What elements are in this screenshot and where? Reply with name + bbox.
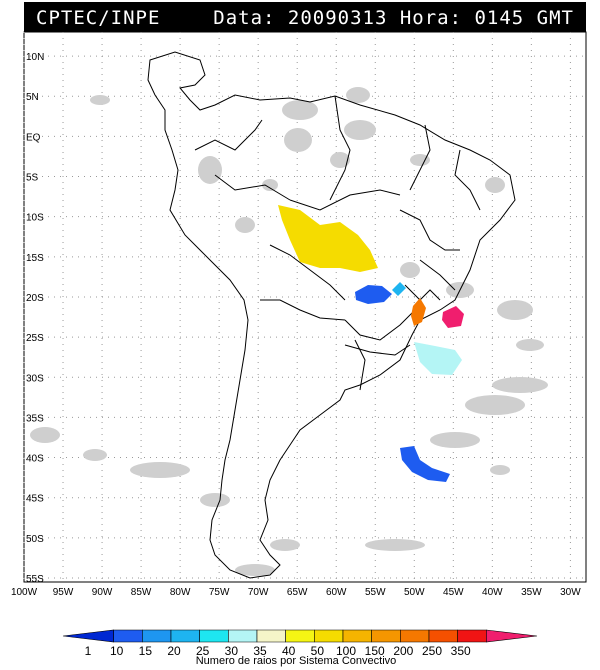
colorbar-swatch: [457, 629, 487, 643]
lon-label: 50W: [404, 587, 425, 598]
colorbar-title: Numero de raios por Sistema Convectivo: [196, 655, 397, 667]
colorbar-swatch: [113, 629, 143, 643]
colorbar-swatch: [371, 629, 401, 643]
colorbar-label: 50: [311, 644, 325, 658]
system-rio: [442, 306, 464, 328]
lat-label: 5N: [26, 92, 39, 103]
colorbar-label: 10: [110, 644, 124, 658]
colorbar-swatch: [228, 629, 258, 643]
colorbar-label: 40: [282, 644, 296, 658]
lat-label: 40S: [26, 454, 44, 465]
colorbar: 1 10 15 20 25 30 35 40 50 100 150 200 250 350: [62, 629, 538, 658]
longitude-labels: 100W 95W 90W 85W 80W 75W 70W 65W 60W 55W 50W 45W 40W…: [11, 587, 581, 598]
colorbar-label: 35: [253, 644, 267, 658]
header-date-time: Data: 20090313 Hora: 0145 GMT: [213, 7, 574, 29]
colorbar-label: 25: [196, 644, 210, 658]
colorbar-label: 1: [85, 644, 92, 658]
colorbar-swatch: [199, 629, 229, 643]
continent-outline: [147, 51, 516, 579]
colorbar-swatch: [428, 629, 458, 643]
cloud-patches: [30, 87, 548, 576]
lat-label: 5S: [26, 173, 39, 184]
latitude-labels: 10N 5N EQ 5S 10S 15S 20S 25S 30S 35S 40S 45S 50S 55S: [26, 52, 44, 585]
colorbar-label: 30: [225, 644, 239, 658]
system-sao-paulo: [411, 298, 426, 326]
lon-label: 30W: [560, 587, 581, 598]
colorbar-swatch: [142, 629, 172, 643]
lightning-systems: [278, 205, 464, 482]
system-atlantic-far-south: [400, 446, 450, 482]
lat-label: 10S: [26, 213, 44, 224]
header-title: CPTEC/INPE: [36, 7, 161, 29]
lat-label: 50S: [26, 534, 44, 545]
system-atlantic-south: [414, 342, 462, 375]
lon-label: 65W: [287, 587, 308, 598]
header-bar: CPTEC/INPE Data: 20090313 Hora: 0145 GMT: [24, 2, 586, 32]
system-minas: [392, 282, 406, 296]
lon-label: 95W: [53, 587, 74, 598]
lat-label: 25S: [26, 333, 44, 344]
system-mato-grosso: [278, 205, 378, 272]
lat-label: 30S: [26, 373, 44, 384]
lat-label: 55S: [26, 574, 44, 585]
lat-label: 45S: [26, 494, 44, 505]
colorbar-swatch: [256, 629, 286, 643]
lat-label: 20S: [26, 293, 44, 304]
colorbar-swatch: [285, 629, 315, 643]
colorbar-swatch: [486, 629, 538, 643]
lon-label: 45W: [443, 587, 464, 598]
colorbar-label: 150: [365, 644, 385, 658]
colorbar-swatch: [342, 629, 372, 643]
lon-label: 40W: [482, 587, 503, 598]
colorbar-swatch: [314, 629, 344, 643]
colorbar-label: 20: [167, 644, 181, 658]
lat-label: 35S: [26, 413, 44, 424]
colorbar-label: 350: [451, 644, 471, 658]
lon-label: 100W: [11, 587, 38, 598]
lon-label: 75W: [209, 587, 230, 598]
lon-label: 70W: [248, 587, 269, 598]
lon-label: 85W: [131, 587, 152, 598]
colorbar-label: 100: [336, 644, 356, 658]
colorbar-swatch: [400, 629, 430, 643]
colorbar-swatch: [170, 629, 200, 643]
grid-lines: [23, 32, 586, 582]
lon-label: 35W: [521, 587, 542, 598]
colorbar-label: 200: [393, 644, 413, 658]
lon-label: 90W: [92, 587, 113, 598]
system-mato-grosso-sul: [355, 285, 392, 304]
lat-label: EQ: [26, 132, 41, 143]
lon-label: 55W: [365, 587, 386, 598]
map-frame: [23, 31, 587, 583]
lon-label: 60W: [326, 587, 347, 598]
lat-label: 15S: [26, 253, 44, 264]
colorbar-label: 250: [422, 644, 442, 658]
lon-label: 80W: [170, 587, 191, 598]
colorbar-swatch: [62, 629, 114, 643]
colorbar-label: 15: [139, 644, 153, 658]
lat-label: 10N: [26, 52, 44, 63]
